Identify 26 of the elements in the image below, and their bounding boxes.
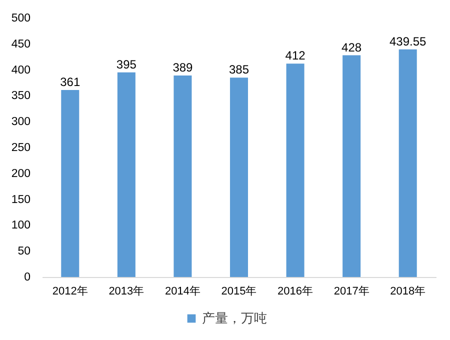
data-label: 389 — [172, 60, 194, 74]
x-tick-label: 2017年 — [334, 286, 370, 298]
y-tick-label: 150 — [11, 194, 30, 206]
x-tick-label: 2014年 — [164, 286, 200, 298]
y-tick-label: 450 — [11, 38, 30, 50]
x-tick-label: 2013年 — [108, 286, 144, 298]
y-tick-label: 300 — [11, 116, 30, 128]
y-tick-label: 350 — [11, 90, 30, 102]
x-tick-label: 2012年 — [52, 286, 88, 298]
data-label: 412 — [285, 48, 306, 63]
data-label: 385 — [228, 62, 250, 77]
x-tick-label: 2016年 — [278, 286, 314, 298]
x-tick-label: 2018年 — [390, 286, 426, 298]
legend-label: 产量，万吨 — [202, 310, 267, 326]
data-label: 439.55 — [390, 34, 427, 48]
data-label: 361 — [60, 75, 80, 89]
y-tick-label: 100 — [11, 220, 30, 232]
y-tick-label: 400 — [11, 64, 30, 76]
y-tick-label: 500 — [11, 12, 30, 24]
y-tick-label: 50 — [18, 246, 30, 258]
y-tick-label: 250 — [11, 142, 30, 154]
data-label: 395 — [116, 57, 137, 72]
y-tick-label: 200 — [11, 168, 30, 180]
y-tick-label: 0 — [24, 272, 30, 284]
x-tick-label: 2015年 — [221, 286, 257, 298]
data-label: 428 — [342, 40, 362, 54]
